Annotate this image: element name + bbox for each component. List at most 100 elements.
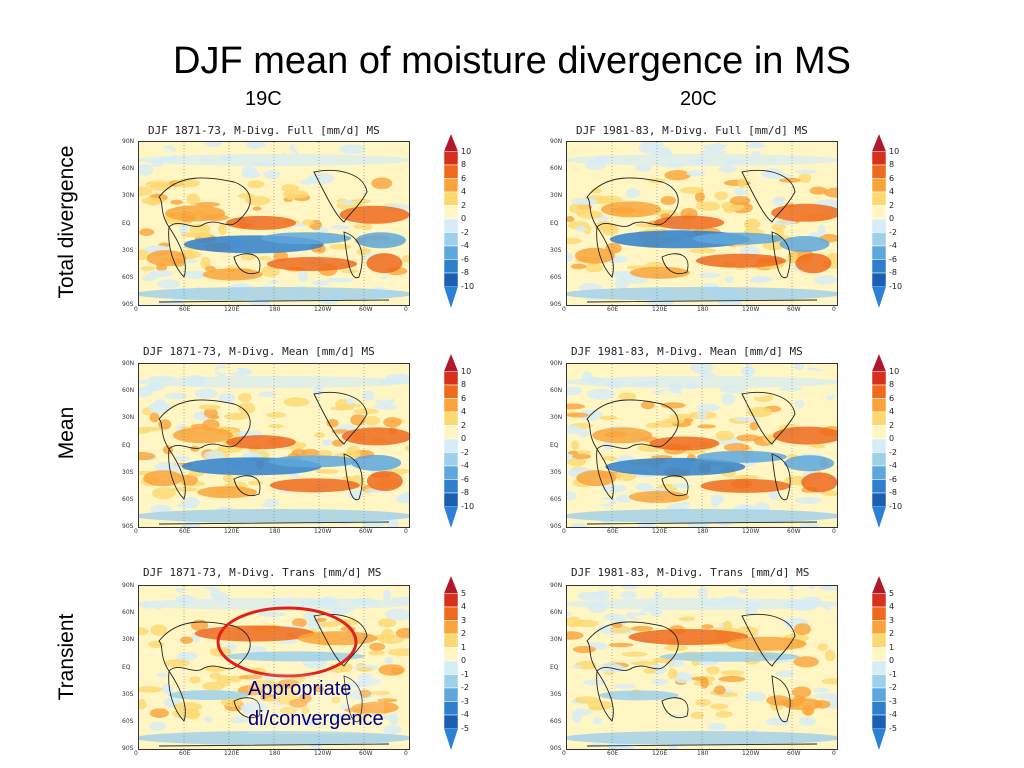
colorbar-tick-label: 1 [461, 642, 467, 652]
colorbar-tick-label: -2 [889, 683, 897, 692]
divergence-field [567, 142, 837, 305]
colorbar-tick-label: -10 [461, 501, 475, 511]
latitude-tick-label: 90S [122, 301, 134, 308]
longitude-tick-label: 120E [652, 306, 668, 313]
colorbar-tick-label: 6 [889, 173, 895, 183]
latitude-tick-label: 90S [550, 745, 562, 752]
colorbar-tick-label: 6 [461, 173, 467, 183]
latitude-tick-label: EQ [550, 219, 559, 227]
column-label-20c: 20C [680, 88, 717, 110]
panel-title: DJF 1981-83, M-Divg. Trans [mm/d] MS [571, 566, 810, 579]
longitude-tick-label: 120E [224, 528, 240, 535]
colorbar-tick-label: -4 [889, 710, 897, 719]
world-map [138, 141, 410, 306]
colorbar [872, 134, 886, 308]
colorbar-tick-label: 4 [889, 407, 895, 416]
longitude-tick-label: 60E [607, 750, 619, 757]
colorbar-tick-label: 4 [461, 407, 467, 416]
colorbar-tick-label: 8 [889, 380, 895, 389]
colorbar-tick-label: -5 [461, 723, 469, 733]
world-map [566, 141, 838, 306]
longitude-tick-label: 180 [697, 306, 709, 313]
colorbar-tick-label: -6 [889, 254, 897, 264]
longitude-tick-label: 0 [404, 306, 408, 313]
colorbar-tick-label: 2 [889, 420, 895, 430]
colorbar-tick-label: 1 [889, 642, 895, 652]
annotation-line-1: Appropriate [248, 674, 384, 704]
colorbar-tick-label: 4 [461, 187, 467, 196]
slide-title: DJF mean of moisture divergence in MS [173, 40, 851, 82]
colorbar-tick-label: 0 [889, 214, 895, 223]
colorbar-tick-label: -6 [889, 474, 897, 484]
colorbar-tick-label: 8 [461, 160, 467, 169]
latitude-tick-label: 30S [122, 468, 134, 476]
longitude-tick-label: 0 [134, 750, 138, 757]
colorbar-tick-label: -4 [889, 461, 897, 470]
latitude-tick-label: 60S [550, 273, 562, 281]
colorbar [444, 134, 458, 308]
longitude-tick-label: 120W [314, 306, 332, 313]
longitude-tick-label: 0 [832, 750, 836, 757]
colorbar-tick-label: 6 [889, 393, 895, 403]
latitude-tick-label: 90N [550, 582, 563, 589]
colorbar-tick-label: 3 [461, 615, 467, 625]
colorbar-tick-label: -4 [889, 241, 897, 250]
latitude-tick-label: 30S [122, 690, 134, 698]
divergence-field [139, 142, 409, 305]
latitude-tick-label: 90N [550, 360, 563, 367]
colorbar-tick-label: 4 [889, 187, 895, 196]
colorbar-tick-label: -4 [461, 710, 469, 719]
colorbar-tick-label: 4 [889, 602, 895, 611]
highlight-ellipse [216, 606, 358, 678]
longitude-tick-label: 60W [787, 306, 801, 313]
latitude-tick-label: EQ [122, 663, 131, 671]
latitude-tick-label: 30S [550, 690, 562, 698]
latitude-tick-label: EQ [550, 441, 559, 449]
colorbar-tick-label: -8 [461, 488, 469, 497]
latitude-tick-label: 60N [550, 609, 563, 617]
colorbar-tick-label: 3 [889, 615, 895, 625]
longitude-tick-label: 0 [134, 306, 138, 313]
longitude-tick-label: 180 [269, 750, 281, 757]
longitude-tick-label: 0 [562, 528, 566, 535]
longitude-tick-label: 60W [787, 528, 801, 535]
latitude-tick-label: 30N [122, 192, 135, 200]
longitude-tick-label: 0 [134, 528, 138, 535]
latitude-tick-label: 90N [550, 138, 563, 145]
latitude-tick-label: 30N [550, 414, 563, 422]
row-label-mean: Mean [55, 406, 78, 460]
longitude-tick-label: 60W [359, 528, 373, 535]
latitude-tick-label: 60S [122, 717, 134, 725]
colorbar-tick-label: -3 [889, 696, 897, 706]
latitude-tick-label: 60S [550, 717, 562, 725]
colorbar-tick-label: 0 [461, 656, 467, 665]
colorbar-tick-label: -6 [461, 474, 469, 484]
colorbar-tick-label: 10 [461, 366, 472, 376]
panel-title: DJF 1981-83, M-Divg. Full [mm/d] MS [576, 124, 808, 137]
longitude-tick-label: 120E [224, 306, 240, 313]
colorbar-tick-label: -2 [461, 227, 469, 237]
latitude-tick-label: 30S [550, 246, 562, 254]
latitude-tick-label: 90N [122, 138, 135, 145]
colorbar-tick-label: 8 [889, 160, 895, 169]
latitude-tick-label: 30N [122, 636, 135, 644]
colorbar-tick-label: 2 [461, 200, 467, 210]
colorbar-tick-label: -2 [889, 227, 897, 237]
longitude-tick-label: 60E [179, 750, 191, 757]
longitude-tick-label: 0 [404, 750, 408, 757]
latitude-tick-label: EQ [550, 663, 559, 671]
latitude-tick-label: EQ [122, 441, 131, 449]
colorbar-tick-label: -10 [461, 281, 475, 291]
divergence-field [139, 586, 409, 749]
colorbar-tick-label: -10 [889, 281, 903, 291]
colorbar-tick-label: 0 [461, 434, 467, 443]
latitude-tick-label: 90S [122, 745, 134, 752]
world-map [138, 585, 410, 750]
longitude-tick-label: 120E [652, 750, 668, 757]
colorbar-tick-label: 0 [889, 434, 895, 443]
colorbar-tick-label: 10 [461, 146, 472, 156]
longitude-tick-label: 60E [179, 306, 191, 313]
colorbar-tick-label: -6 [461, 254, 469, 264]
latitude-tick-label: 60N [550, 165, 563, 173]
latitude-tick-label: 60N [122, 609, 135, 617]
